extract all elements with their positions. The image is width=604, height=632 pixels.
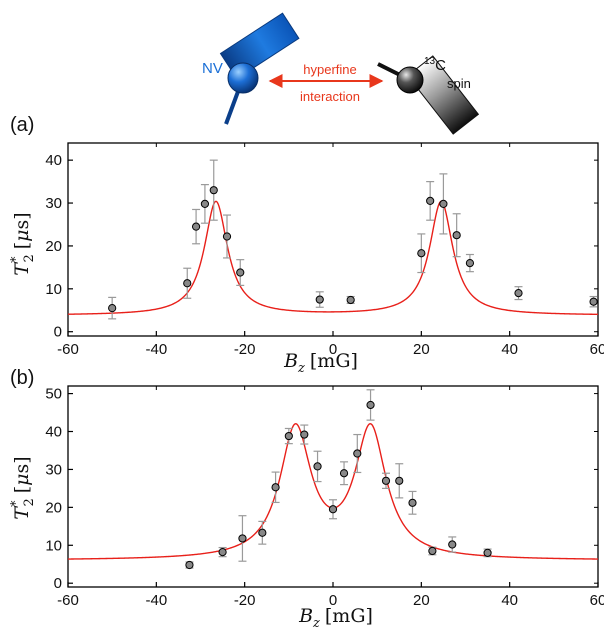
- x-tick-label-b: 60: [590, 592, 604, 609]
- y-axis-label-b: T*2[μs]: [9, 456, 37, 519]
- y-tick-label-b: 40: [45, 424, 62, 441]
- data-point-b: [219, 549, 226, 556]
- data-point-a: [427, 197, 434, 204]
- c13-superscript: 13: [424, 56, 436, 67]
- data-point-b: [340, 470, 347, 477]
- nv-label: NV: [202, 60, 223, 77]
- data-point-b: [396, 477, 403, 484]
- c13-element: C: [435, 57, 446, 74]
- spin-diagram: NV hyperfine interaction 13C spin: [202, 13, 478, 134]
- y-tick-label-b: 10: [45, 537, 62, 554]
- y-tick-label-b: 50: [45, 386, 62, 403]
- y-axis-unit-mu-b: μ: [11, 473, 33, 485]
- hyperfine-label: hyperfine: [303, 62, 356, 77]
- data-point-b: [314, 463, 321, 470]
- y-tick-label-a: 40: [45, 152, 62, 169]
- x-axis-label-b: Bz [mG]: [298, 605, 373, 631]
- x-axis-unit-a: [mG]: [310, 350, 358, 372]
- data-point-a: [590, 298, 597, 305]
- y-axis-sub-b: 2: [22, 498, 37, 506]
- x-axis-sub-b: z: [312, 616, 320, 631]
- fit-curve-b: [68, 424, 598, 559]
- x-axis-label-a: Bz [mG]: [283, 350, 358, 376]
- data-point-a: [192, 223, 199, 230]
- y-axis-unit-mu-a: μ: [11, 229, 33, 241]
- x-axis-sub-a: z: [297, 361, 305, 376]
- panel-b-label: (b): [10, 367, 34, 389]
- data-point-a: [201, 200, 208, 207]
- plot-frame-a: [68, 143, 598, 336]
- data-point-b: [367, 401, 374, 408]
- data-point-b: [239, 535, 246, 542]
- x-tick-label-b: -60: [57, 592, 79, 609]
- y-axis-unit-open-b: [: [11, 486, 33, 493]
- data-point-a: [316, 296, 323, 303]
- data-point-a: [453, 232, 460, 239]
- data-point-b: [429, 547, 436, 554]
- nv-spin-icon: [220, 13, 298, 124]
- data-point-a: [184, 280, 191, 287]
- x-axis-unit-b: [mG]: [325, 605, 373, 627]
- y-axis-unit-close-b: s]: [11, 456, 33, 473]
- x-tick-label-a: -60: [57, 341, 79, 358]
- data-point-a: [466, 259, 473, 266]
- data-point-b: [382, 477, 389, 484]
- y-axis-label-a: T*2[μs]: [9, 212, 37, 275]
- spin-label: spin: [447, 76, 471, 91]
- data-point-b: [285, 432, 292, 439]
- x-tick-label-b: 20: [413, 592, 430, 609]
- x-axis-var-b: B: [298, 605, 313, 627]
- interaction-label: interaction: [300, 89, 360, 104]
- x-tick-label-b: 40: [501, 592, 518, 609]
- data-point-b: [272, 484, 279, 491]
- x-tick-label-a: 60: [590, 341, 604, 358]
- x-tick-label-a: -20: [234, 341, 256, 358]
- data-point-a: [223, 233, 230, 240]
- data-point-b: [354, 450, 361, 457]
- c13-spin-icon: [378, 56, 478, 134]
- y-tick-label-b: 0: [54, 575, 62, 592]
- data-point-b: [449, 541, 456, 548]
- x-tick-label-a: 40: [501, 341, 518, 358]
- x-tick-label-b: -40: [145, 592, 167, 609]
- y-axis-unit-open-a: [: [11, 242, 33, 249]
- y-tick-label-a: 10: [45, 281, 62, 298]
- data-point-b: [329, 506, 336, 513]
- y-axis-sub-a: 2: [22, 254, 37, 262]
- data-point-b: [259, 529, 266, 536]
- x-tick-label-b: -20: [234, 592, 256, 609]
- data-point-b: [186, 561, 193, 568]
- y-axis-unit-close-a: s]: [11, 212, 33, 229]
- x-tick-label-a: -40: [145, 341, 167, 358]
- data-point-a: [109, 305, 116, 312]
- data-point-a: [210, 187, 217, 194]
- y-tick-label-a: 30: [45, 195, 62, 212]
- data-point-a: [440, 200, 447, 207]
- y-tick-label-a: 20: [45, 238, 62, 255]
- panel-a-label: (a): [10, 114, 34, 136]
- data-point-b: [409, 499, 416, 506]
- x-tick-label-a: 20: [413, 341, 430, 358]
- data-point-b: [301, 431, 308, 438]
- y-tick-label-a: 0: [54, 324, 62, 341]
- data-point-a: [515, 290, 522, 297]
- y-tick-label-b: 30: [45, 461, 62, 478]
- data-point-a: [347, 296, 354, 303]
- x-axis-var-a: B: [283, 350, 298, 372]
- data-point-b: [484, 549, 491, 556]
- y-tick-label-b: 20: [45, 499, 62, 516]
- data-point-a: [237, 269, 244, 276]
- data-point-a: [418, 250, 425, 257]
